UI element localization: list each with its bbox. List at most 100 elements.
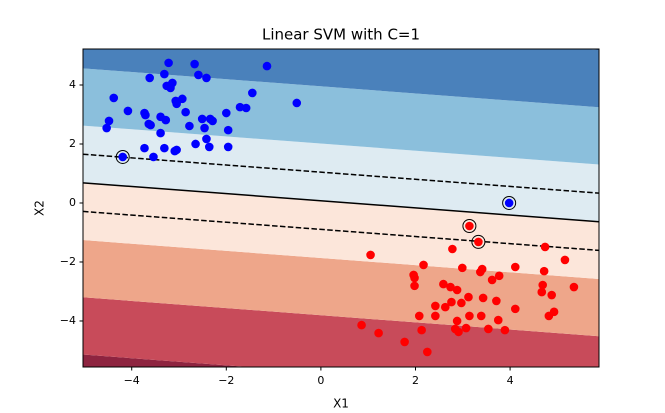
y-tick-label: −4 [60,314,76,327]
data-point [417,325,426,335]
data-point [510,304,520,314]
data-point [202,134,211,144]
data-point [447,297,456,307]
data-point [440,302,450,312]
decision-regions [83,49,599,367]
data-point [419,260,428,270]
data-point [540,242,550,252]
data-point [102,123,111,133]
support-vector [115,149,130,164]
data-point [200,123,209,133]
decision-band [83,297,599,367]
axes: −4 −2 0 2 4 −4 −2 0 2 4 [60,78,514,387]
data-point [223,142,233,152]
support-vector [471,234,486,249]
data-point [178,94,187,104]
data-point [560,255,570,265]
data-point [494,271,504,281]
data-point [241,103,251,113]
data-point [223,125,233,135]
margin-line [83,210,599,252]
data-point [197,114,207,124]
y-tick-label: −2 [60,255,76,268]
data-point [477,264,487,274]
x-axis-label: X1 [333,397,349,411]
margin-line [83,153,599,194]
data-point [248,88,257,98]
data-point [156,128,165,138]
data-point [160,69,169,79]
x-tick-label: 2 [412,374,419,387]
data-point [414,311,424,321]
data-point [504,198,514,208]
x-tick-label: 4 [507,374,514,387]
decision-band [83,68,599,165]
data-point [190,59,199,69]
data-point [423,347,432,357]
data-point [547,290,557,300]
data-point [448,244,457,254]
data-point [446,282,455,292]
data-point [170,146,180,156]
data-point [537,287,547,297]
data-point [452,316,462,326]
data-point [104,116,114,126]
data-point [374,328,383,338]
data-point [465,221,474,231]
data-point [439,279,448,289]
data-point [457,298,466,308]
x-tick-label: −2 [218,374,234,387]
data-point [464,292,473,302]
data-point [461,323,471,333]
y-tick-label: 0 [69,196,76,209]
decision-lines [83,153,599,252]
y-axis-label: X2 [33,200,47,216]
data-point [484,324,493,334]
data-point [569,282,579,292]
data-point [191,139,200,149]
data-point [478,293,488,303]
y-tick-label: 2 [69,137,76,150]
data-point [431,301,440,311]
decision-band [83,182,599,279]
data-point [194,70,203,80]
data-point [123,106,133,116]
x-tick-label: 0 [317,374,324,387]
data-point [109,93,119,103]
data-point [164,58,173,68]
data-point [538,280,548,290]
data-point [539,266,549,276]
data-point [204,142,214,152]
data-point [410,281,419,291]
data-point [452,285,462,295]
data-point [181,107,190,117]
x-tick-label: −4 [124,374,140,387]
data-point [149,152,158,162]
points [102,58,579,357]
data-point [474,237,483,247]
data-point [118,152,128,162]
data-point [172,99,181,109]
data-point [141,110,150,120]
y-tick-label: 4 [69,78,76,91]
data-point [146,120,155,130]
data-point [510,262,520,272]
data-point [185,121,194,131]
data-point [160,143,169,153]
data-point [262,61,272,71]
data-point [465,311,474,321]
data-point [431,311,440,321]
data-point [292,98,302,108]
data-point [166,83,175,93]
data-point [366,250,375,260]
data-point [493,315,503,325]
data-point [208,116,217,126]
data-point [145,73,154,83]
data-point [400,337,409,347]
data-point [500,325,510,335]
data-point [222,108,231,118]
data-point [450,324,460,334]
data-point [410,273,419,283]
